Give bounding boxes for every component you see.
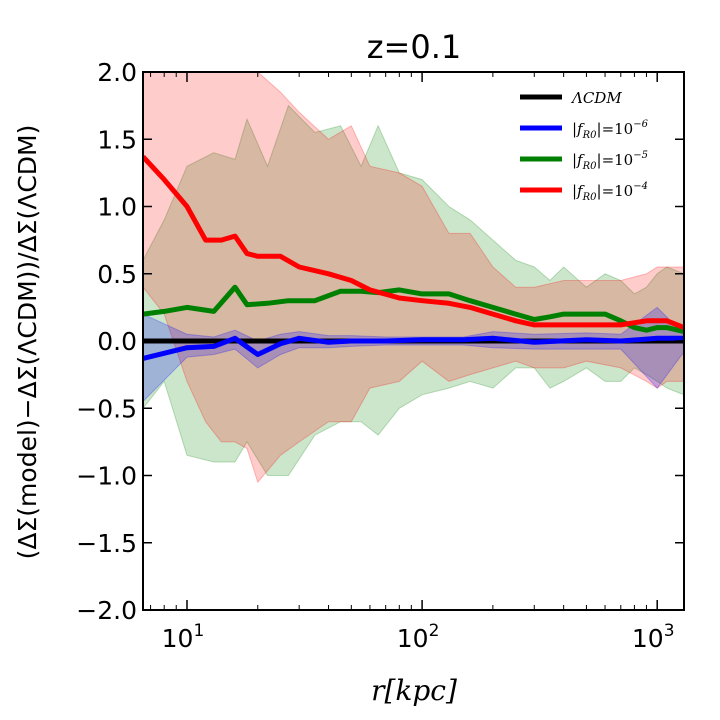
- series-line-3: [143, 155, 684, 330]
- legend-label-1: |fR0|=10−6: [572, 119, 649, 141]
- y-tick-label: 1.0: [97, 193, 137, 222]
- y-tick-label: 1.5: [97, 125, 137, 154]
- series-line-1: [143, 335, 684, 361]
- y-tick-label: 2.0: [97, 58, 137, 87]
- error-band-1: [143, 306, 684, 403]
- error-band-3: [143, 72, 684, 484]
- y-tick-label: −1.0: [76, 462, 137, 491]
- legend-label-0: ΛCDM: [570, 89, 622, 107]
- y-tick-label: 0.5: [97, 260, 137, 289]
- y-tick-label: −1.5: [76, 529, 137, 558]
- y-tick-label: 0.0: [97, 327, 137, 356]
- x-axis-label: r[kpc]: [371, 674, 457, 707]
- x-tick-label: 102: [397, 621, 440, 653]
- series-lines: [143, 155, 684, 361]
- axes: −2.0 −1.5 −1.0 −0.5 0.0 0.5 1.0 1.5 2.0 101 102 103: [76, 58, 685, 653]
- x-tick-label: 103: [632, 621, 675, 653]
- legend-label-3: |fR0|=10−4: [572, 181, 648, 203]
- legend: ΛCDM |fR0|=10−6 |fR0|=10−5 |fR0|=10−4: [520, 89, 649, 203]
- y-axis-label: (ΔΣ(model)−ΔΣ(ΛCDM))/ΔΣ(ΛCDM): [13, 125, 42, 560]
- y-tick-label: −0.5: [76, 394, 137, 423]
- y-tick-label: −2.0: [76, 596, 137, 625]
- chart-title: z=0.1: [367, 28, 462, 66]
- x-tick-label: 101: [162, 621, 205, 653]
- legend-label-2: |fR0|=10−5: [572, 150, 648, 172]
